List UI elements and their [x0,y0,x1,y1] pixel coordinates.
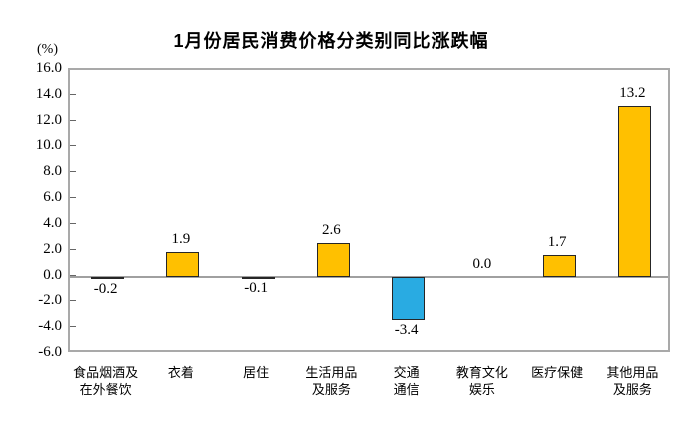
x-axis-label: 教育文化 娱乐 [455,365,508,397]
y-axis-tick [70,197,76,199]
bar [392,276,426,321]
bar-value-label: 0.0 [472,255,492,272]
y-axis-tick [70,119,76,121]
y-axis-tick-label: 10.0 [35,137,62,154]
bar [91,276,125,280]
bar [542,254,576,277]
y-axis-tick [70,171,76,173]
y-axis-tick-label: 14.0 [35,85,62,102]
bar [316,242,350,277]
bar [617,106,651,277]
bar-value-label: 13.2 [619,85,646,102]
y-axis-tick-label: 6.0 [43,189,62,206]
bar [241,276,275,279]
y-axis-tick-label: 0.0 [43,266,62,283]
y-axis-tick [70,222,76,224]
y-axis-tick [70,93,76,95]
x-axis-label: 生活用品 及服务 [305,365,358,397]
bar-value-label: -0.1 [244,279,268,296]
y-axis-tick-label: -6.0 [38,344,62,360]
bar [166,252,200,277]
x-axis-label: 居住 [243,365,270,380]
y-axis-tick [70,248,76,250]
y-axis-tick-label: 4.0 [43,214,62,231]
bar-value-label: -3.4 [394,322,419,339]
x-axis-label: 食品烟酒及 在外餐饮 [73,365,139,397]
y-axis-tick [70,300,76,302]
bar-value-label: -0.2 [93,281,118,298]
zero-line [70,275,668,278]
y-axis-tick-label: -2.0 [38,292,62,309]
x-axis-label: 交通 通信 [393,365,420,397]
y-axis-tick-label: 2.0 [43,240,62,257]
y-axis-tick-label: -4.0 [38,318,62,335]
y-axis-tick-label: 8.0 [43,163,62,180]
x-axis-label: 衣着 [167,365,194,380]
y-axis-tick [70,326,76,328]
x-axis-label: 其他用品 及服务 [606,365,659,397]
plot-area [68,68,670,352]
y-axis-tick-label: 16.0 [35,60,62,76]
y-axis-unit-label: (%) [37,42,58,57]
chart-title: 1月份居民消费价格分类别同比涨跌幅 [173,31,489,51]
y-axis-tick-label: 12.0 [35,111,62,128]
bar-value-label: 1.7 [547,233,567,250]
bar-value-label: 1.9 [171,231,191,248]
x-axis-label: 医疗保健 [531,365,584,380]
y-axis-tick [70,145,76,147]
bar-value-label: 2.6 [322,221,341,238]
y-axis-tick [70,274,76,276]
